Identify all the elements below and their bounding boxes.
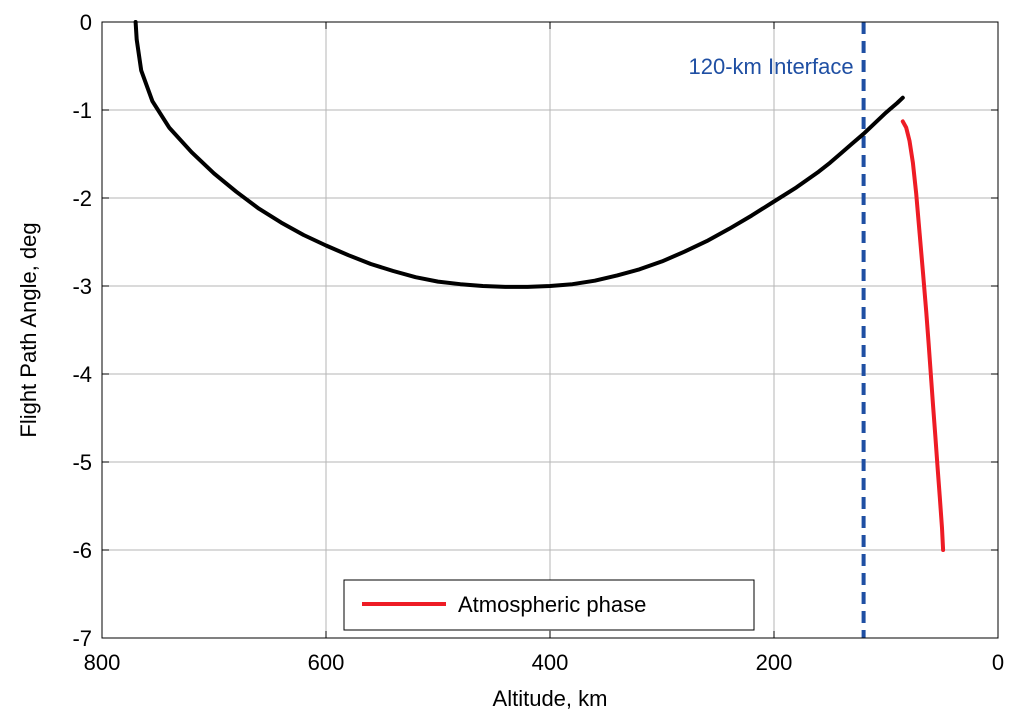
y-tick-label: -7	[72, 626, 92, 651]
interface-annotation: 120-km Interface	[689, 54, 854, 79]
x-tick-label: 400	[532, 650, 569, 675]
x-tick-label: 200	[756, 650, 793, 675]
y-tick-label: 0	[80, 10, 92, 35]
x-tick-labels: 800 600 400 200 0	[84, 650, 1004, 675]
y-tick-label: -6	[72, 538, 92, 563]
y-tick-label: -2	[72, 186, 92, 211]
y-axis-title: Flight Path Angle, deg	[16, 222, 41, 437]
y-tick-labels: 0 -1 -2 -3 -4 -5 -6 -7	[72, 10, 92, 651]
tick-marks	[101, 21, 999, 639]
x-axis-title: Altitude, km	[493, 686, 608, 711]
y-tick-label: -5	[72, 450, 92, 475]
y-tick-label: -3	[72, 274, 92, 299]
x-tick-label: 0	[992, 650, 1004, 675]
x-tick-label: 800	[84, 650, 121, 675]
y-tick-label: -1	[72, 98, 92, 123]
x-tick-label: 600	[308, 650, 345, 675]
series-group	[133, 20, 946, 552]
series-line-atmospheric-phase	[900, 119, 946, 552]
series-line-trajectory	[133, 20, 905, 289]
legend: Atmospheric phase	[343, 579, 755, 631]
legend-label-atmospheric: Atmospheric phase	[458, 592, 646, 617]
y-tick-label: -4	[72, 362, 92, 387]
